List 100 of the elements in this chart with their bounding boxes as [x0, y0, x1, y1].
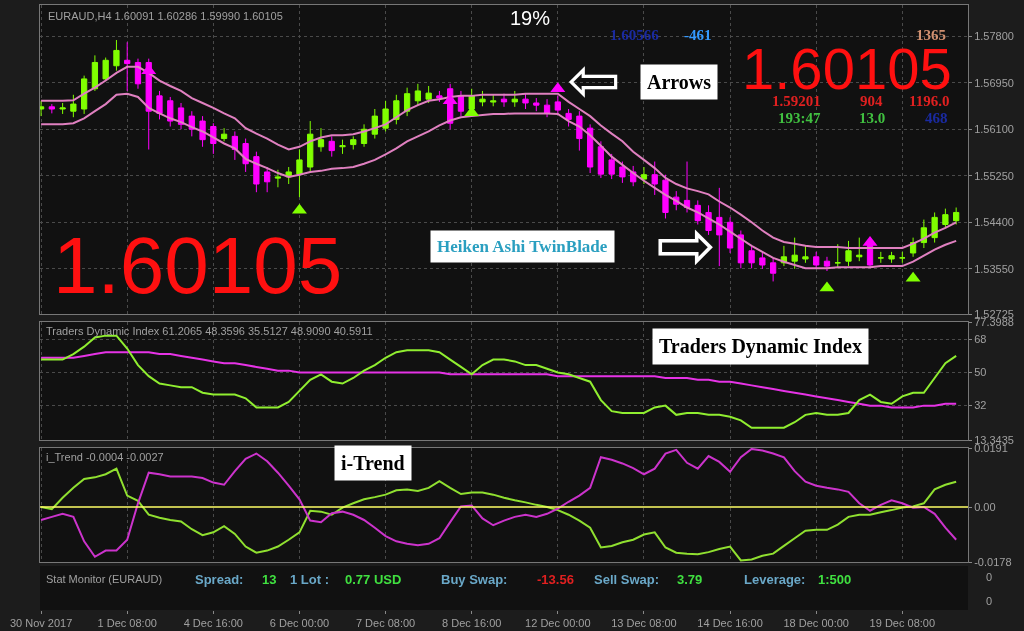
- candlestick: [274, 169, 282, 188]
- text: Sell Swap:: [594, 572, 660, 587]
- annotation: i-Trend: [341, 452, 405, 474]
- annotation: 468: [925, 110, 948, 126]
- candlestick: [726, 216, 734, 254]
- candlestick: [500, 93, 508, 108]
- candlestick: [888, 251, 895, 264]
- candlestick: [317, 127, 325, 153]
- category-label: 12 Dec 00:00: [525, 617, 591, 630]
- text: 1:500: [818, 572, 852, 587]
- candlestick: [619, 161, 626, 184]
- annotation: 1196.0: [909, 93, 950, 109]
- candlestick: [490, 94, 497, 107]
- candlestick: [813, 251, 820, 270]
- y-tick-label: 1.53550: [974, 262, 1014, 275]
- candlestick: [608, 153, 615, 180]
- candlestick: [953, 207, 960, 225]
- annotation: Traders Dynamic Index 61.2065 48.3596 35.5127 48.9090 40.5911: [46, 325, 373, 337]
- candlestick: [436, 90, 443, 103]
- category-label: 7 Dec 08:00: [355, 617, 416, 630]
- candlestick: [339, 139, 346, 155]
- candlestick: [70, 94, 77, 118]
- y-tick-label: 68: [974, 333, 987, 346]
- annotation: 1.59201: [772, 93, 821, 109]
- annotation: -461: [684, 27, 712, 43]
- y-tick-label: 0.00: [974, 500, 996, 513]
- category-label: 13 Dec 08:00: [611, 617, 677, 630]
- candlestick: [59, 102, 66, 115]
- candlestick: [748, 245, 755, 269]
- text: Leverage:: [744, 572, 806, 587]
- y-tick-label: 1.54400: [974, 216, 1014, 229]
- annotation: 19%: [510, 7, 551, 29]
- candlestick: [231, 130, 238, 161]
- candlestick: [511, 90, 518, 108]
- candlestick: [403, 87, 411, 117]
- text: 3.79: [677, 572, 703, 587]
- candlestick: [264, 166, 271, 193]
- candlestick: [350, 135, 357, 151]
- annotation: Heiken Ashi TwinBlade: [437, 237, 608, 256]
- annotation: Arrows: [647, 71, 712, 93]
- category-label: 1 Dec 08:00: [97, 617, 157, 630]
- annotation: 904: [860, 93, 883, 109]
- candlestick: [662, 174, 669, 219]
- text: 0.77 USD: [345, 572, 402, 587]
- candlestick: [856, 237, 863, 262]
- candlestick: [802, 245, 809, 264]
- annotation: 193:47: [778, 110, 821, 126]
- candlestick: [328, 135, 335, 158]
- candlestick: [91, 54, 99, 92]
- text: Spread:: [195, 572, 244, 587]
- y-tick-label: 1.56100: [974, 123, 1014, 136]
- y-tick-label: -0.0178: [974, 555, 1012, 568]
- annotation: 13.0: [859, 110, 886, 126]
- annotation: 1.60566: [610, 27, 660, 43]
- text: -13.56: [537, 572, 574, 587]
- candlestick: [845, 240, 852, 267]
- category-label: 30 Nov 2017: [9, 617, 73, 630]
- candlestick: [307, 120, 314, 173]
- category-label: 18 Dec 00:00: [783, 617, 849, 630]
- candlestick: [124, 41, 131, 92]
- candlestick: [791, 237, 798, 270]
- candlestick: [156, 90, 163, 120]
- annotation: i_Trend -0.0004 -0.0027: [46, 451, 164, 463]
- candlestick: [565, 108, 572, 128]
- candlestick: [296, 149, 303, 198]
- text: 0: [986, 595, 993, 607]
- candlestick: [425, 85, 432, 104]
- y-tick-label: 32: [974, 399, 987, 412]
- candlestick: [576, 110, 583, 152]
- candlestick: [597, 140, 605, 179]
- candlestick: [167, 96, 174, 128]
- candlestick: [770, 257, 777, 282]
- y-tick-label: 1.57800: [974, 30, 1014, 43]
- candlestick: [113, 39, 120, 72]
- category-label: 8 Dec 16:00: [442, 617, 502, 630]
- candlestick: [253, 151, 260, 193]
- text: 13: [262, 572, 277, 587]
- y-tick-label: 1.55250: [974, 169, 1014, 182]
- category-label: 6 Dec 00:00: [269, 617, 330, 630]
- text: 0: [986, 571, 993, 583]
- candlestick: [81, 75, 88, 115]
- candlestick: [651, 161, 658, 196]
- annotation: ⇦: [567, 43, 621, 117]
- text: Stat Monitor (EURAUD): [46, 573, 163, 585]
- candlestick: [942, 208, 949, 229]
- candlestick: [716, 187, 723, 267]
- candlestick: [414, 83, 422, 106]
- candlestick: [931, 211, 938, 244]
- text: 1 Lot :: [290, 572, 329, 587]
- annotation: 1.60105: [53, 221, 343, 310]
- y-tick-label: 1.56950: [974, 76, 1014, 89]
- candlestick: [393, 94, 400, 125]
- candlestick: [522, 92, 529, 110]
- candlestick: [554, 95, 561, 116]
- candlestick: [640, 166, 648, 185]
- candlestick: [834, 243, 841, 269]
- candlestick: [586, 123, 594, 174]
- candlestick: [479, 90, 486, 107]
- candlestick: [102, 57, 109, 82]
- text: Buy Swap:: [441, 572, 508, 587]
